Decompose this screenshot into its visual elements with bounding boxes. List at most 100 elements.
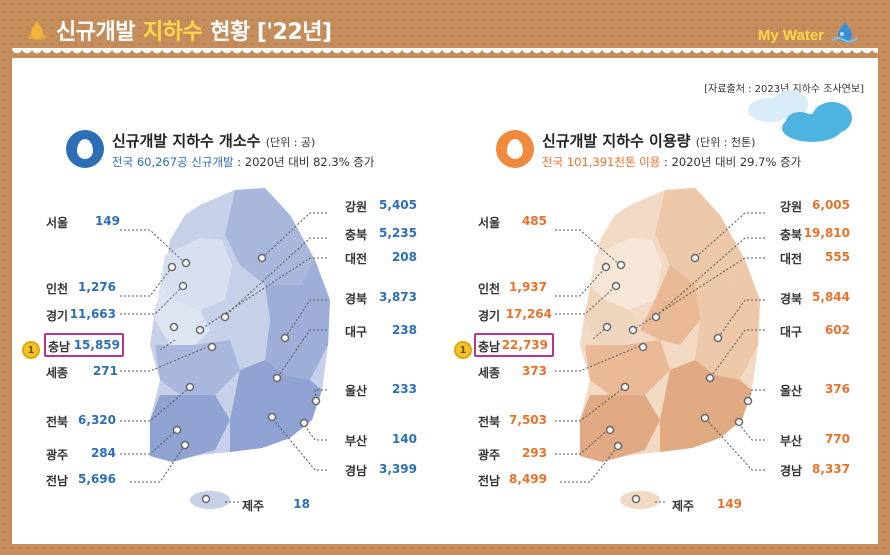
right-value-gyeongnam: 8,337 <box>812 462 850 476</box>
right-markers <box>601 253 753 504</box>
right-value-jeonbuk: 7,503 <box>509 413 547 427</box>
right-label-chungnam: 충남 <box>478 340 501 354</box>
left-label-gyeongnam: 경남 <box>345 464 368 478</box>
left-label-ulsan: 울산 <box>345 384 368 398</box>
left-value-chungnam: 15,859 <box>73 338 120 352</box>
left-unit: (단위 : 공) <box>265 136 316 149</box>
right-label-busan: 부산 <box>780 434 803 448</box>
right-sub-rest: : 2020년 대비 29.7% 증가 <box>660 155 802 169</box>
left-label-gyeonggi: 경기 <box>46 309 69 323</box>
left-label-chungnam: 충남 <box>48 340 71 354</box>
title-highlight: 지하수 <box>142 20 203 45</box>
left-label-jeju: 제주 <box>242 499 265 513</box>
right-panel-subtitle: 전국 101,391천톤 이용 : 2020년 대비 29.7% 증가 <box>542 154 801 170</box>
left-label-jeonbuk: 전북 <box>46 415 69 429</box>
left-value-gangwon: 5,405 <box>379 198 417 212</box>
left-panel-header: 신규개발 지하수 개소수 (단위 : 공) 전국 60,267공 신규개발 : … <box>66 130 374 170</box>
right-value-sejong: 373 <box>521 364 547 378</box>
left-value-gyeonggi: 11,663 <box>69 307 116 321</box>
right-title-text: 신규개발 지하수 이용량 <box>542 132 691 150</box>
left-panel-subtitle: 전국 60,267공 신규개발 : 2020년 대비 82.3% 증가 <box>112 154 374 170</box>
left-value-jeonbuk: 6,320 <box>78 413 116 427</box>
left-value-daejeon: 208 <box>391 250 417 264</box>
right-label-sejong: 세종 <box>478 366 501 380</box>
left-value-busan: 140 <box>391 432 417 446</box>
left-value-seoul: 149 <box>94 214 120 228</box>
right-panel-header: 신규개발 지하수 이용량 (단위 : 천톤) 전국 101,391천톤 이용 :… <box>496 130 801 170</box>
right-label-jeju: 제주 <box>672 499 695 513</box>
left-label-daejeon: 대전 <box>345 252 368 266</box>
brand-text: My Water <box>757 26 824 44</box>
title-suffix: 현황 ['22년] <box>210 20 332 45</box>
right-value-daejeon: 555 <box>824 250 850 264</box>
right-unit: (단위 : 천톤) <box>695 136 756 149</box>
right-label-chungbuk: 충북 <box>780 228 803 242</box>
right-label-daegu: 대구 <box>780 325 803 339</box>
page-title: 신규개발 지하수 현황 ['22년] <box>26 14 332 46</box>
left-markers <box>167 253 321 504</box>
right-sub-highlight: 전국 101,391천톤 이용 <box>542 155 661 169</box>
right-value-incheon: 1,937 <box>509 280 547 294</box>
left-label-seoul: 서울 <box>46 216 69 230</box>
left-leader-lines <box>120 212 327 503</box>
left-label-jeonnam: 전남 <box>46 474 69 488</box>
right-label-daejeon: 대전 <box>780 252 803 266</box>
left-label-sejong: 세종 <box>46 366 69 380</box>
right-label-gyeongnam: 경남 <box>780 464 803 478</box>
right-label-gangwon: 강원 <box>780 200 803 214</box>
right-value-seoul: 485 <box>521 214 547 228</box>
gold-medal-icon: 1 <box>454 341 472 359</box>
title-prefix: 신규개발 <box>56 20 135 45</box>
left-label-chungbuk: 충북 <box>345 228 368 242</box>
left-label-gyeongbuk: 경북 <box>345 292 368 306</box>
right-value-jeju: 149 <box>716 497 742 511</box>
cloud-icon <box>748 90 852 142</box>
gold-medal-icon: 1 <box>22 341 40 359</box>
right-label-gyeongbuk: 경북 <box>780 292 803 306</box>
left-value-jeonnam: 5,696 <box>78 472 116 486</box>
left-sub-highlight: 전국 60,267공 신규개발 <box>112 155 234 169</box>
left-value-jeju: 18 <box>293 497 310 511</box>
right-label-jeonbuk: 전북 <box>478 415 501 429</box>
water-drop-icon <box>496 130 534 168</box>
right-label-incheon: 인천 <box>478 282 501 296</box>
water-drop-icon <box>26 19 48 41</box>
right-label-gyeonggi: 경기 <box>478 309 501 323</box>
right-value-gyeongbuk: 5,844 <box>812 290 850 304</box>
left-value-gyeongbuk: 3,873 <box>379 290 417 304</box>
top-rank-highlight <box>44 333 124 357</box>
top-edge <box>12 48 878 58</box>
right-label-gwangju: 광주 <box>478 448 501 462</box>
left-value-daegu: 238 <box>391 323 417 337</box>
top-rank-highlight <box>474 333 554 357</box>
right-leader-lines <box>555 212 765 503</box>
right-label-seoul: 서울 <box>478 216 501 230</box>
header: 신규개발 지하수 현황 ['22년] My Water <box>0 0 890 58</box>
water-splash-icon <box>830 20 860 50</box>
left-label-busan: 부산 <box>345 434 368 448</box>
right-value-chungnam: 22,739 <box>501 338 548 352</box>
left-value-incheon: 1,276 <box>78 280 116 294</box>
right-value-ulsan: 376 <box>824 382 850 396</box>
left-label-daegu: 대구 <box>345 325 368 339</box>
left-panel-title: 신규개발 지하수 개소수 (단위 : 공) <box>112 130 374 151</box>
right-value-busan: 770 <box>824 432 850 446</box>
right-value-daegu: 602 <box>824 323 850 337</box>
right-value-jeonnam: 8,499 <box>509 472 547 486</box>
left-value-ulsan: 233 <box>391 382 417 396</box>
left-sub-rest: : 2020년 대비 82.3% 증가 <box>233 155 375 169</box>
right-label-jeonnam: 전남 <box>478 474 501 488</box>
right-value-gangwon: 6,005 <box>812 198 850 212</box>
right-value-gwangju: 293 <box>521 446 547 460</box>
brand-logo: My Water <box>758 20 860 50</box>
right-value-gyeonggi: 17,264 <box>505 307 552 321</box>
left-label-gwangju: 광주 <box>46 448 69 462</box>
right-value-chungbuk: 19,810 <box>803 226 850 240</box>
left-value-sejong: 271 <box>92 364 118 378</box>
source-note: [자료출처 : 2023년 지하수 조사연보] <box>704 84 864 95</box>
right-panel-title: 신규개발 지하수 이용량 (단위 : 천톤) <box>542 130 801 151</box>
water-drop-icon <box>66 130 104 168</box>
right-korea-map <box>580 188 760 509</box>
left-value-gwangju: 284 <box>90 446 116 460</box>
